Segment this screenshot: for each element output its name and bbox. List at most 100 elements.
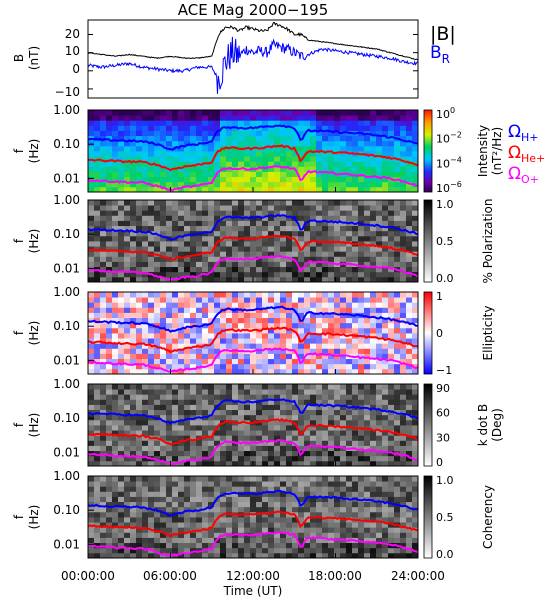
spectrogram-cell xyxy=(124,532,131,538)
spectrogram-cell xyxy=(286,276,293,283)
spectrogram-cell xyxy=(406,506,413,513)
spectrogram-cell xyxy=(298,151,305,157)
spectrogram-cell xyxy=(364,297,371,303)
spectrogram-cell xyxy=(382,440,389,446)
spectrogram-cell xyxy=(298,348,305,354)
spectrogram-cell xyxy=(406,384,413,390)
spectrogram-cell xyxy=(352,338,359,344)
spectrogram-cell xyxy=(304,496,311,503)
spectrogram-cell xyxy=(286,161,293,167)
spectrogram-cell xyxy=(238,220,245,227)
spectrogram-cell xyxy=(262,292,269,298)
spectrogram-cell xyxy=(292,135,299,142)
spectrogram-cell xyxy=(400,368,407,375)
spectrogram-cell xyxy=(280,522,287,528)
spectrogram-cell xyxy=(364,135,371,142)
spectrogram-cell xyxy=(118,241,125,247)
spectrogram-cell xyxy=(412,486,419,492)
spectrogram-cell xyxy=(310,110,317,116)
spectrogram-cell xyxy=(310,151,317,157)
spectrogram-cell xyxy=(178,384,185,390)
spectrogram-cell xyxy=(316,235,323,242)
spectrogram-cell xyxy=(310,476,317,482)
spectrogram-cell xyxy=(286,302,293,308)
ytick-label: 1.00 xyxy=(53,469,80,483)
spectrogram-cell xyxy=(244,517,251,523)
spectrogram-cell xyxy=(130,363,137,370)
spectrogram-cell xyxy=(262,276,269,283)
spectrogram-cell xyxy=(352,409,359,416)
spectrogram-cell xyxy=(190,176,197,183)
spectrogram-cell xyxy=(340,205,347,211)
spectrogram-cell xyxy=(304,363,311,370)
spectrogram-cell xyxy=(382,251,389,257)
spectrogram-cell xyxy=(94,317,101,324)
spectrogram-cell xyxy=(376,460,383,467)
spectrogram-cell xyxy=(388,491,395,497)
spectrogram-cell xyxy=(334,368,341,375)
spectrogram-cell xyxy=(238,343,245,349)
spectrogram-cell xyxy=(118,450,125,457)
spectrogram-cell xyxy=(112,115,119,121)
spectrogram-cell xyxy=(250,435,257,441)
spectrogram-cell xyxy=(280,307,287,313)
spectrogram-cell xyxy=(328,215,335,221)
spectrogram-cell xyxy=(220,115,227,121)
spectrogram-cell xyxy=(388,241,395,247)
spectrogram-cell xyxy=(382,200,389,206)
spectrogram-cell xyxy=(112,135,119,142)
spectrogram-cell xyxy=(280,419,287,426)
spectrogram-cell xyxy=(382,266,389,273)
spectrogram-cell xyxy=(232,115,239,121)
spectrogram-cell xyxy=(124,317,131,324)
spectrogram-cell xyxy=(286,537,293,544)
spectrogram-cell xyxy=(298,419,305,426)
spectrogram-cell xyxy=(400,419,407,426)
spectrogram-cell xyxy=(376,205,383,211)
spectrogram-cell xyxy=(412,517,419,523)
spectrogram-cell xyxy=(268,166,275,172)
spectrogram-cell xyxy=(88,394,95,400)
spectrogram-cell xyxy=(148,115,155,121)
spectrogram-cell xyxy=(310,399,317,405)
spectrogram-cell xyxy=(94,435,101,441)
spectrogram-cell xyxy=(124,368,131,375)
spectrogram-cell xyxy=(316,246,323,252)
spectrogram-cell xyxy=(376,186,383,193)
spectrogram-cell xyxy=(220,200,227,206)
spectrogram-cell xyxy=(172,333,179,339)
spectrogram-cell xyxy=(412,210,419,216)
spectrogram-cell xyxy=(160,266,167,273)
panel-ylabel: f xyxy=(12,330,26,335)
spectrogram-cell xyxy=(100,343,107,349)
spectrogram-cell xyxy=(244,425,251,431)
spectrogram-cell xyxy=(388,251,395,257)
spectrogram-cell xyxy=(304,542,311,549)
spectrogram-cell xyxy=(244,338,251,344)
spectrogram-cell xyxy=(316,450,323,457)
spectrogram-cell xyxy=(250,266,257,273)
spectrogram-cell xyxy=(358,307,365,313)
spectrogram-cell xyxy=(334,414,341,421)
xtick-label: 00:00:00 xyxy=(61,569,115,583)
spectrogram-cell xyxy=(142,130,149,137)
spectrogram-cell xyxy=(160,481,167,487)
spectrogram-cell xyxy=(286,246,293,252)
spectrogram-cell xyxy=(310,161,317,167)
spectrogram-cell xyxy=(220,394,227,400)
spectrogram-cell xyxy=(136,527,143,533)
spectrogram-cell xyxy=(352,292,359,298)
spectrogram-cell xyxy=(286,292,293,298)
spectrogram-cell xyxy=(172,225,179,232)
spectrogram-cell xyxy=(142,176,149,183)
spectrogram-cell xyxy=(286,368,293,375)
spectrogram-cell xyxy=(190,481,197,487)
spectrogram-cell xyxy=(208,547,215,554)
spectrogram-cell xyxy=(412,430,419,436)
spectrogram-cell xyxy=(268,276,275,283)
spectrogram-cell xyxy=(238,181,245,188)
spectrogram-cell xyxy=(172,230,179,237)
spectrogram-cell xyxy=(250,517,257,523)
spectrogram-cell xyxy=(160,176,167,183)
spectrogram-cell xyxy=(244,171,251,178)
